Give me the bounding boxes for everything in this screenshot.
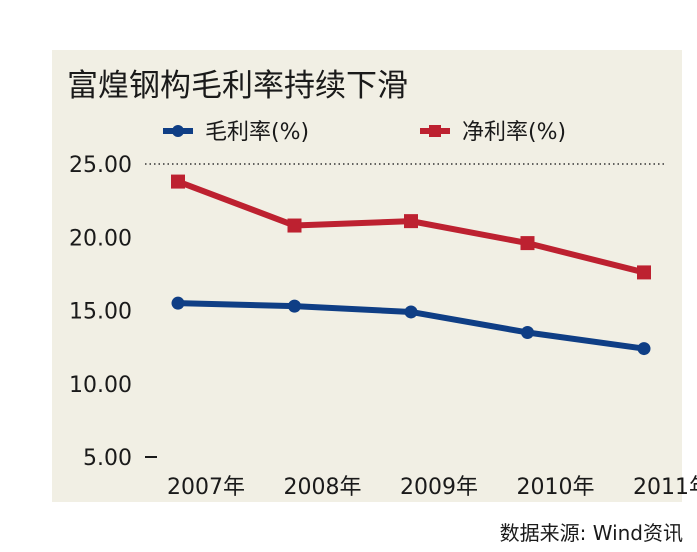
legend-marker-net [429,125,441,137]
y-axis: 5.00 10.00 15.00 20.00 25.00 [69,153,132,471]
legend-marker-gross [172,125,184,137]
series-1-point [637,265,651,280]
series-0-point [288,299,301,313]
x-tick-label: 2007年 [167,475,245,500]
x-axis: 2007年 2008年 2009年 2010年 2011年 [167,475,697,500]
chart-panel [52,50,682,502]
series-0-point [521,325,534,339]
series-1-point [287,218,302,233]
y-tick-label: 10.00 [69,373,132,398]
source-note: 数据来源: Wind资讯 [500,521,683,545]
chart-title: 富煌钢构毛利率持续下滑 [67,68,408,104]
x-tick-label: 2008年 [284,475,362,500]
series-0-point [637,342,651,356]
series-1-point [520,236,535,251]
y-tick-label: 20.00 [69,226,132,251]
legend: 毛利率(%) 净利率(%) [163,120,566,145]
x-tick-label: 2011年 [633,475,697,500]
y-tick-label: 15.00 [69,300,132,325]
x-tick-label: 2010年 [517,475,595,500]
series-0-point [171,296,185,310]
series-1-point [171,174,185,189]
legend-label-net: 净利率(%) [462,120,566,145]
series-1-point [404,214,418,229]
x-tick-label: 2009年 [400,475,478,500]
y-tick-label: 25.00 [69,153,132,178]
series-layer [171,174,651,356]
y-tick-label: 5.00 [83,446,132,471]
series-0-point [404,305,418,319]
legend-label-gross: 毛利率(%) [205,120,309,145]
